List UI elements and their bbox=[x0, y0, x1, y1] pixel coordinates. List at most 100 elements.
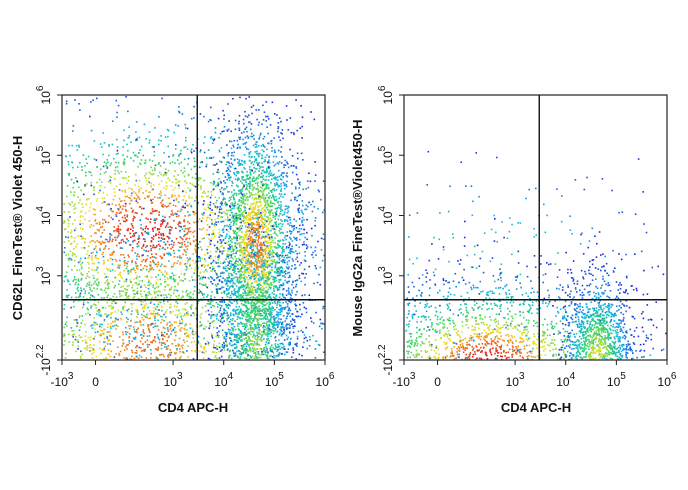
event-dot-pop2 bbox=[292, 165, 295, 167]
event-dot-pop2 bbox=[254, 315, 256, 318]
event-dot-pop0 bbox=[133, 197, 136, 199]
event-dot-pop1 bbox=[206, 248, 208, 251]
event-dot-pop1 bbox=[172, 310, 174, 313]
event-dot-pop1 bbox=[145, 357, 148, 359]
event-dot-pop2 bbox=[217, 168, 219, 171]
event-dot-pop2 bbox=[240, 275, 243, 277]
event-dot-pop0 bbox=[228, 248, 230, 251]
event-dot-pop2 bbox=[250, 208, 253, 210]
event-dot-pop2 bbox=[231, 163, 234, 166]
event-dot-pop0 bbox=[121, 277, 124, 279]
event-dot-pop2 bbox=[289, 236, 291, 239]
event-dot-pop1 bbox=[81, 261, 84, 264]
event-dot-pop0 bbox=[167, 278, 169, 280]
event-dot-pop1 bbox=[163, 294, 165, 296]
event-dot-pop0 bbox=[68, 172, 71, 175]
event-dot-pop2 bbox=[266, 271, 268, 274]
event-dot-pop0 bbox=[96, 97, 98, 100]
event-dot-pop0 bbox=[135, 173, 137, 176]
event-dot-pop2 bbox=[270, 225, 272, 227]
event-dot-pop2 bbox=[238, 120, 240, 123]
event-dot-pop0 bbox=[189, 182, 192, 185]
event-dot-pop1 bbox=[148, 324, 150, 326]
event-dot-pop1 bbox=[190, 341, 193, 344]
event-dot-pop1 bbox=[120, 294, 123, 297]
event-dot-pop1 bbox=[228, 332, 231, 335]
event-dot-pop2 bbox=[237, 203, 239, 205]
event-dot-pop0 bbox=[171, 212, 174, 214]
event-dot-pop2 bbox=[296, 256, 298, 259]
event-dot-pop1 bbox=[113, 292, 116, 295]
event-dot-pop2 bbox=[263, 206, 266, 208]
event-dot-pop1 bbox=[184, 303, 186, 305]
event-dot-pop0 bbox=[101, 307, 104, 309]
event-dot-pop0 bbox=[264, 219, 266, 222]
event-dot-pop2 bbox=[250, 226, 253, 229]
event-dot-pop0 bbox=[231, 184, 233, 187]
event-dot-pop2 bbox=[230, 176, 232, 178]
event-dot-pop0 bbox=[109, 175, 111, 178]
event-dot-pop0 bbox=[152, 235, 155, 238]
event-dot-pop0 bbox=[147, 306, 149, 309]
event-dot-pop0 bbox=[192, 184, 195, 187]
event-dot-pop1 bbox=[79, 257, 82, 260]
event-dot-pop2 bbox=[244, 136, 247, 139]
event-dot-pop0 bbox=[125, 171, 127, 173]
event-dot-pop2 bbox=[228, 173, 230, 176]
event-dot-pop2 bbox=[251, 343, 253, 345]
event-dot-pop1 bbox=[128, 335, 131, 338]
event-dot-pop1 bbox=[181, 320, 184, 322]
event-dot-pop2 bbox=[290, 131, 293, 134]
event-dot-pop0 bbox=[77, 166, 79, 168]
event-dot-pop0 bbox=[246, 170, 248, 173]
event-dot-pop1 bbox=[201, 306, 204, 309]
event-dot-pop2 bbox=[247, 311, 249, 314]
event-dot-pop0 bbox=[167, 300, 169, 303]
event-dot-pop2 bbox=[280, 189, 282, 192]
event-dot-pop1 bbox=[130, 319, 132, 322]
event-dot-pop0 bbox=[129, 232, 131, 235]
event-dot-pop0 bbox=[225, 241, 228, 244]
event-dot-pop0 bbox=[238, 295, 241, 297]
event-dot-pop0 bbox=[91, 327, 94, 329]
event-dot-pop2 bbox=[221, 212, 223, 214]
event-dot-pop2 bbox=[263, 301, 266, 303]
event-dot-pop2 bbox=[239, 164, 241, 166]
event-dot-pop0 bbox=[247, 137, 250, 139]
event-dot-pop0 bbox=[304, 277, 306, 279]
event-dot-pop2 bbox=[269, 243, 272, 246]
event-dot-pop1 bbox=[256, 327, 258, 329]
event-dot-pop0 bbox=[158, 183, 160, 186]
event-dot-pop2 bbox=[277, 349, 279, 351]
event-dot-pop2 bbox=[233, 288, 236, 290]
event-dot-pop0 bbox=[230, 140, 233, 143]
event-dot-pop0 bbox=[78, 269, 81, 272]
event-dot-pop1 bbox=[214, 314, 216, 317]
event-dot-pop1 bbox=[188, 297, 191, 300]
event-dot-pop0 bbox=[123, 260, 125, 263]
event-dot-pop0 bbox=[170, 229, 172, 231]
event-dot-pop0 bbox=[163, 254, 166, 257]
event-dot-pop0 bbox=[165, 185, 167, 187]
event-dot-pop0 bbox=[102, 251, 104, 254]
event-dot-pop0 bbox=[218, 150, 221, 153]
event-dot-pop0 bbox=[123, 162, 126, 164]
event-dot-pop1 bbox=[214, 356, 216, 359]
event-dot-pop1 bbox=[175, 295, 178, 298]
event-dot-pop0 bbox=[123, 158, 126, 161]
event-dot-pop0 bbox=[247, 114, 250, 116]
event-dot-pop2 bbox=[242, 187, 244, 189]
event-dot-pop1 bbox=[116, 149, 119, 152]
event-dot-pop0 bbox=[153, 184, 155, 186]
event-dot-pop0 bbox=[96, 228, 99, 231]
event-dot-pop0 bbox=[218, 231, 220, 234]
event-dot-pop0 bbox=[67, 223, 70, 225]
event-dot-pop2 bbox=[284, 234, 287, 237]
event-dot-pop0 bbox=[280, 323, 283, 326]
event-dot-pop0 bbox=[174, 124, 177, 126]
event-dot-pop2 bbox=[229, 247, 231, 249]
event-dot-pop0 bbox=[167, 177, 169, 179]
event-dot-pop1 bbox=[141, 308, 144, 310]
event-dot-pop2 bbox=[268, 286, 271, 289]
